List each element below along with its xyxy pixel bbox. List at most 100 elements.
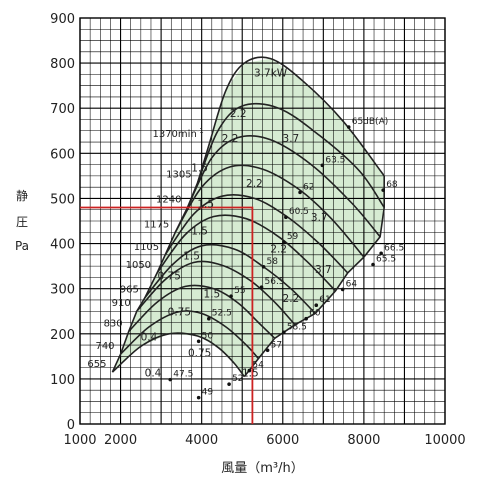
y-tick-label: 300 (50, 283, 75, 298)
speed-curves (111, 56, 385, 378)
noise-point (229, 294, 233, 298)
noise-label: 60 (309, 309, 321, 319)
speed-curve-830 (128, 284, 276, 339)
noise-point (282, 240, 286, 244)
noise-label: 47.5 (173, 370, 193, 380)
speed-curve-965 (144, 243, 316, 315)
data-labels: 655 740 830 910 965 1050 1105 1175 1240 1305 1370m… (87, 68, 404, 400)
noise-label: 64 (346, 279, 358, 289)
y-axis-label: Pa (15, 239, 29, 253)
power-label: 3.7 (283, 133, 300, 145)
speed-label-1240: 1240 (156, 194, 181, 205)
noise-point (346, 125, 351, 129)
speed-label-965: 965 (120, 285, 139, 296)
noise-label: 61 (319, 295, 330, 305)
noise-point (379, 251, 383, 256)
power-label: 0.4 (145, 368, 162, 380)
power-label: 1.5 (203, 289, 220, 301)
noise-label: 58 (267, 257, 279, 267)
plot-frame (79, 17, 446, 425)
noise-label: 52 (232, 374, 243, 384)
noise-point (284, 215, 288, 220)
speed-curve-910 (136, 260, 296, 326)
noise-point (259, 285, 264, 289)
speed-label-910: 910 (112, 298, 131, 309)
power-label: 2.2 (270, 244, 287, 256)
noise-label: 60.5 (289, 207, 309, 217)
noise-label: 62 (303, 182, 314, 192)
x-tick-label: 4000 (185, 433, 218, 448)
speed-label-1370: 1370min-1 (152, 127, 203, 140)
operating-region-fill (112, 58, 385, 377)
power-label: 0.75 (168, 307, 191, 319)
speed-curve-1240 (186, 134, 381, 238)
x-tick-label: 1000 (63, 433, 96, 448)
noise-point (298, 190, 302, 195)
power-label: 0.75 (158, 271, 181, 283)
power-label: 1.5 (242, 368, 259, 380)
power-label: 2.2 (283, 293, 300, 305)
noise-label: 57 (271, 340, 282, 350)
noise-point (247, 368, 252, 373)
x-tick-label: 6000 (266, 433, 299, 448)
speed-curve-655 (111, 332, 245, 378)
operating-point-line (80, 206, 254, 424)
x-tick-label: 8000 (347, 433, 380, 448)
noise-point (168, 377, 173, 382)
noise-point (304, 316, 308, 321)
right-boundary (243, 175, 386, 378)
y-tick-label: 800 (50, 57, 75, 72)
y-axis-label: 静 (16, 189, 28, 203)
y-tick-label: 500 (50, 192, 75, 207)
power-label: 1.5 (197, 198, 214, 210)
noise-point (314, 303, 319, 308)
noise-label: 50 (202, 331, 214, 341)
speed-curve-1370 (209, 56, 385, 177)
y-axis-label: 圧 (16, 215, 28, 229)
noise-label: 66.5 (384, 243, 404, 253)
noise-point (196, 395, 201, 400)
speed-unit: min (178, 129, 197, 140)
y-tick-label: 100 (50, 373, 75, 388)
speed-label-1175: 1175 (144, 219, 169, 230)
noise-label: 58.5 (287, 322, 307, 332)
y-tick-label: 400 (50, 238, 75, 253)
power-label: 2.2 (230, 108, 247, 120)
speed-label-1105: 1105 (134, 242, 159, 253)
speed-label-1305: 1305 (166, 170, 191, 181)
noise-label: 63.5 (325, 155, 345, 165)
speed-unit-exp: -1 (197, 127, 204, 135)
noise-label: 55 (234, 286, 245, 296)
speed-label-1050: 1050 (126, 260, 151, 271)
noise-point (371, 262, 375, 267)
noise-point (207, 316, 211, 321)
speed-curve-1050 (156, 214, 337, 292)
power-label: 1.5 (183, 250, 200, 262)
noise-label: 54 (252, 361, 264, 371)
speed-curve-1175 (174, 164, 365, 258)
noise-point (227, 382, 231, 386)
noise-label: 59 (287, 232, 299, 242)
y-tick-label: 600 (50, 147, 75, 162)
noise-label: 65.5 (376, 255, 396, 265)
power-label: 1.5 (191, 162, 208, 174)
noise-label: 68 (386, 180, 398, 190)
operating-region (112, 58, 385, 377)
y-tick-label: 200 (50, 328, 75, 343)
noise-label: 65dB(A) (352, 117, 389, 127)
speed-curve-1105 (164, 194, 349, 274)
noise-point (320, 163, 325, 168)
speed-label-830: 830 (104, 319, 123, 330)
power-label: 2.2 (246, 178, 263, 190)
x-axis-label: 風量（m³/h） (221, 461, 304, 476)
power-label: 3.7 (315, 264, 332, 276)
speed-curve-740 (120, 310, 260, 360)
noise-point (340, 287, 345, 292)
region-boundary (111, 141, 386, 378)
noise-label: 49 (202, 388, 214, 398)
power-label: 3.7kW (254, 68, 288, 80)
power-label: 0.75 (188, 347, 211, 359)
axis-labels: 1000 2000 4000 6000 8000 10000 0 100 200 300 400 50… (15, 12, 466, 476)
x-tick-label: 2000 (104, 433, 137, 448)
